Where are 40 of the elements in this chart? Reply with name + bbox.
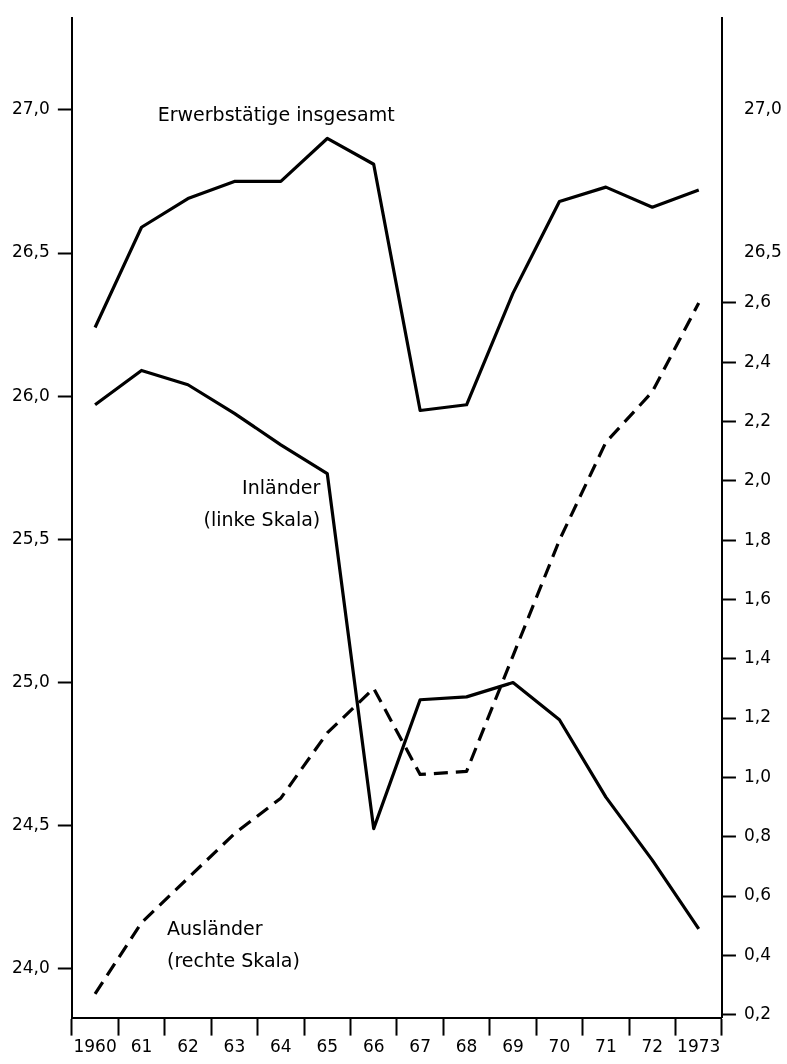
x-tick-label: 1973 bbox=[677, 1036, 721, 1057]
x-tick-label: 69 bbox=[502, 1036, 524, 1057]
y-tick-label: 27,0 bbox=[11, 98, 50, 119]
x-tick-label: 70 bbox=[548, 1036, 571, 1057]
y-tick-label: 24,5 bbox=[11, 814, 50, 835]
y2-tick-label: 0,6 bbox=[743, 884, 772, 905]
x-tick-label: 66 bbox=[362, 1036, 385, 1057]
y-tick-label: 25,0 bbox=[11, 670, 50, 691]
x-tick-label: 72 bbox=[641, 1036, 664, 1057]
y2-tick-label: 0,8 bbox=[743, 825, 772, 846]
x-tick-label: 61 bbox=[130, 1036, 153, 1057]
y2-tick-label: 1,6 bbox=[743, 587, 772, 608]
text: Erwerbstätige insgesamt bbox=[157, 103, 395, 126]
y2-tick-label: 2,2 bbox=[743, 409, 772, 430]
x-tick-label: 71 bbox=[595, 1036, 617, 1057]
y2-tick-label: 1,4 bbox=[743, 647, 772, 668]
y3-tick-label: 27,0 bbox=[743, 98, 782, 119]
x-tick-label: 68 bbox=[455, 1036, 478, 1057]
y-tick-label: 26,0 bbox=[11, 384, 50, 405]
y2-tick-label: 1,8 bbox=[743, 528, 772, 549]
y2-tick-label: 2,0 bbox=[743, 469, 772, 490]
y2-tick-label: 0,4 bbox=[743, 943, 772, 964]
series-label: Inländer (linke Skala) bbox=[203, 475, 321, 530]
y2-tick-label: 0,2 bbox=[743, 1003, 772, 1024]
y3-tick-label: 26,5 bbox=[743, 241, 782, 262]
y-tick-label: 25,5 bbox=[11, 527, 50, 548]
x-tick-label: 65 bbox=[316, 1036, 339, 1057]
y2-tick-label: 2,6 bbox=[743, 291, 772, 312]
line-series bbox=[93, 301, 701, 996]
x-tick-label: 64 bbox=[270, 1036, 292, 1057]
y2-tick-label: 1,2 bbox=[743, 706, 772, 727]
y2-tick-label: 2,4 bbox=[743, 350, 772, 371]
x-tick-label: 63 bbox=[223, 1036, 246, 1057]
x-tick-label: 62 bbox=[177, 1036, 199, 1057]
x-tick-label: 1960 bbox=[73, 1036, 117, 1057]
series-label: Ausländer (rechte Skala) bbox=[167, 916, 300, 971]
x-tick-label: 67 bbox=[409, 1036, 431, 1057]
y-tick-label: 26,5 bbox=[11, 241, 50, 262]
y-tick-label: 24,0 bbox=[11, 957, 50, 978]
y2-tick-label: 1,0 bbox=[743, 765, 772, 786]
